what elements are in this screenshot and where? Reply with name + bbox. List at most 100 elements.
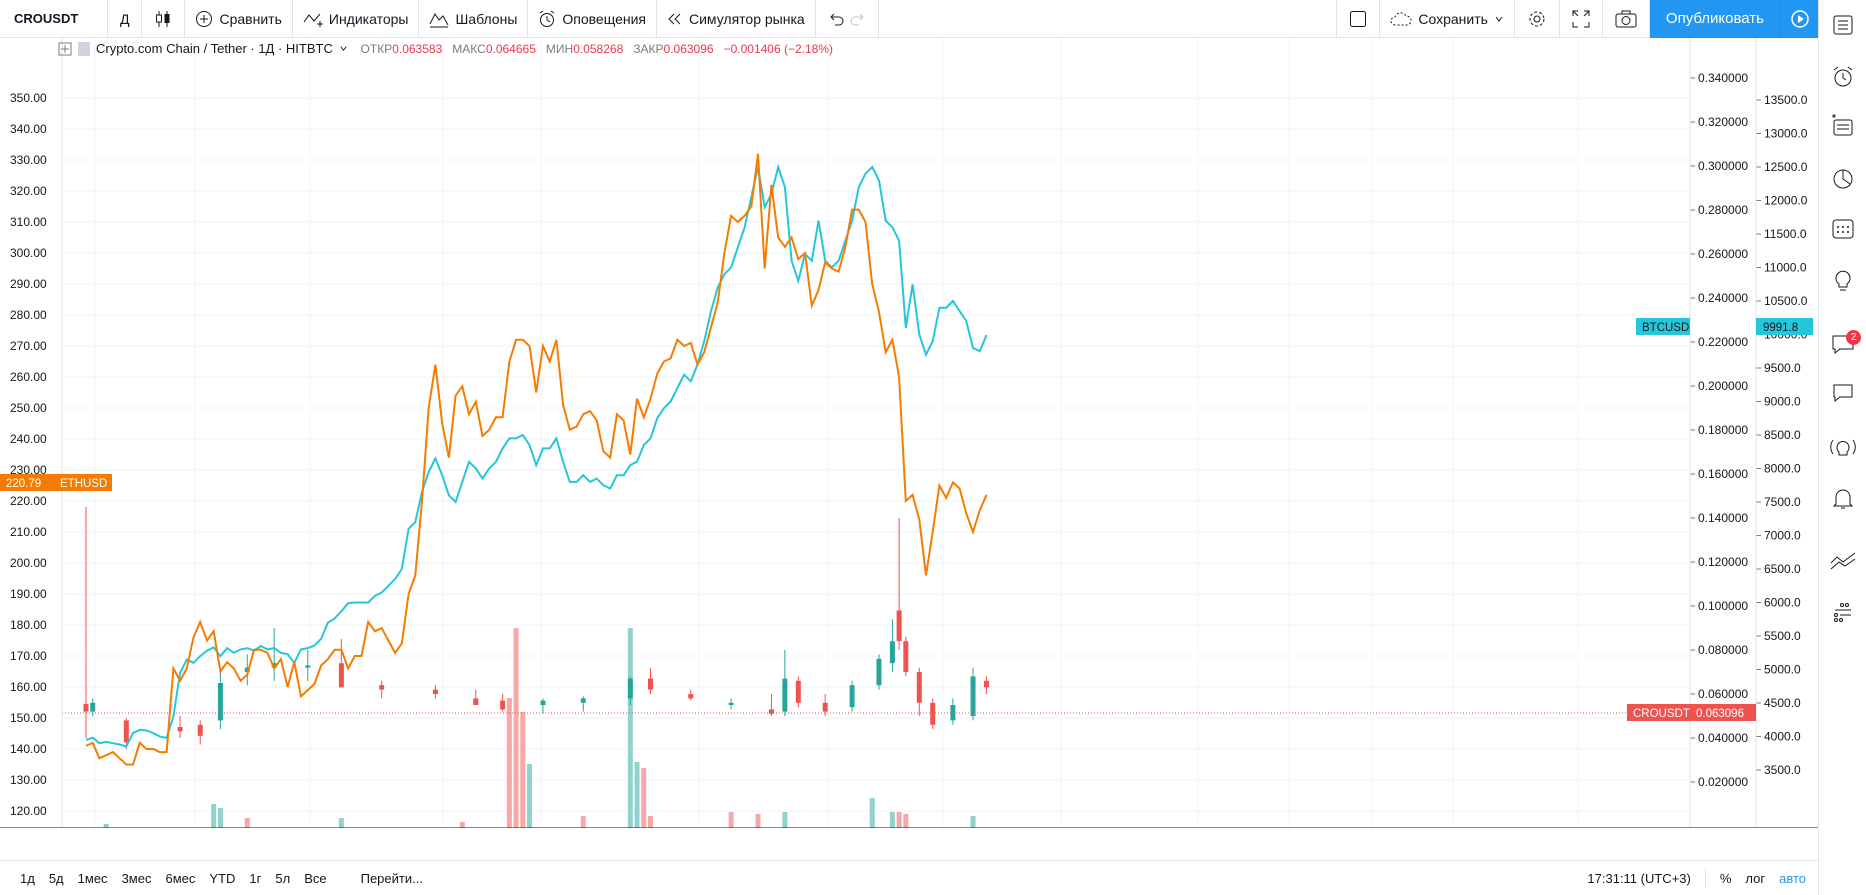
- streams-button[interactable]: [1819, 427, 1866, 467]
- right-axis-1-tick: 0.060000: [1698, 687, 1748, 701]
- left-axis-tick: 250.00: [10, 401, 47, 415]
- hotlist-button[interactable]: [1819, 158, 1866, 198]
- high-label: МАКС: [452, 41, 486, 56]
- undo-icon[interactable]: [828, 12, 844, 26]
- right-axis-1-tick: 0.300000: [1698, 159, 1748, 173]
- right-axis-1-tick: 0.140000: [1698, 511, 1748, 525]
- compare-button[interactable]: Сравнить: [185, 0, 293, 38]
- volume-bar: [527, 764, 533, 828]
- notifications-button[interactable]: [1819, 478, 1866, 518]
- calendar-button[interactable]: [1819, 208, 1866, 248]
- left-axis-tick: 140.00: [10, 742, 47, 756]
- right-axis-2-tick: 12500.0: [1764, 160, 1808, 174]
- range-button[interactable]: 5л: [275, 870, 291, 886]
- percent-toggle[interactable]: %: [1719, 870, 1732, 886]
- plus-circle-icon: [196, 10, 213, 27]
- indicators-button[interactable]: Индикаторы: [293, 0, 420, 38]
- ideas-button[interactable]: [1819, 260, 1866, 300]
- candle-body: [271, 663, 277, 668]
- candle-body: [90, 702, 96, 712]
- auto-toggle[interactable]: авто: [1779, 870, 1806, 886]
- rewind-icon: [668, 13, 681, 24]
- bottom-right: 17:31:11 (UTC+3) % лог авто: [1587, 868, 1818, 888]
- chart-canvas[interactable]: 350.00 340.00 330.00 320.00 310.00 300.00 290.…: [0, 38, 1818, 851]
- range-button[interactable]: 6мес: [165, 870, 196, 886]
- alerts-button[interactable]: Оповещения: [528, 0, 657, 38]
- left-axis-tick: 340.00: [10, 122, 47, 136]
- candle-body: [197, 724, 203, 736]
- left-axis-tick: 150.00: [10, 711, 47, 725]
- right-axis-2-tick: 11500.0: [1764, 227, 1807, 241]
- candle-body: [473, 698, 479, 705]
- candle-body: [540, 700, 546, 705]
- alerts-sidebar-button[interactable]: [1819, 57, 1866, 97]
- range-button[interactable]: 1мес: [77, 870, 108, 886]
- right-axis-2-tick: 7500.0: [1764, 495, 1801, 509]
- eth-series-line: [85, 153, 988, 766]
- divider: [1704, 868, 1706, 888]
- range-buttons: 1д 5д 1мес 3мес 6мес YTD 1г 5л Все: [0, 871, 334, 886]
- publish-play-button[interactable]: [1780, 0, 1818, 38]
- volume-bar: [513, 628, 519, 828]
- fullscreen-button[interactable]: [1560, 0, 1603, 38]
- volume-bar: [338, 818, 344, 828]
- save-button[interactable]: Сохранить: [1380, 0, 1515, 38]
- publish-button[interactable]: Опубликовать: [1649, 0, 1780, 38]
- chart-area[interactable]: 350.00 340.00 330.00 320.00 310.00 300.00 290.…: [0, 38, 1818, 851]
- templates-button[interactable]: Шаблоны: [419, 0, 529, 38]
- legend-symbol-name[interactable]: Crypto.com Chain / Tether · 1Д · HITBTC: [96, 41, 333, 56]
- goto-date-button[interactable]: Перейти...: [360, 870, 423, 886]
- watchlist-button[interactable]: [1819, 5, 1866, 45]
- range-button[interactable]: 1д: [20, 870, 35, 886]
- order-panel-button[interactable]: [1819, 541, 1866, 581]
- messages-button[interactable]: [1819, 374, 1866, 414]
- chats-button[interactable]: 2: [1819, 324, 1866, 364]
- symbol-search-button[interactable]: CROUSDT: [0, 0, 108, 38]
- candle-body: [970, 676, 976, 716]
- range-button[interactable]: Все: [304, 870, 327, 886]
- right-axis-1-tick: 0.200000: [1698, 379, 1748, 393]
- left-axis-tick: 240.00: [10, 432, 47, 446]
- right-axis-2-tick: 4000.0: [1764, 730, 1801, 744]
- interval-button[interactable]: Д: [108, 0, 143, 38]
- toolbar-right: Сохранить Опубликовать: [1336, 0, 1818, 38]
- chevron-down-icon[interactable]: [339, 44, 348, 53]
- right-axis-2-tick: 4500.0: [1764, 696, 1801, 710]
- volume-bar: [580, 816, 586, 828]
- candle-body: [795, 680, 801, 703]
- range-button[interactable]: 3мес: [121, 870, 152, 886]
- range-button[interactable]: 5д: [48, 870, 64, 886]
- range-button[interactable]: 1г: [249, 870, 262, 886]
- right-axis-2-tick: 13000.0: [1764, 127, 1808, 141]
- low-value: 0.058268: [573, 41, 624, 56]
- right-axis-2-tick: 9000.0: [1764, 395, 1801, 409]
- save-label: Сохранить: [1418, 10, 1488, 27]
- watchlist-icon: [1833, 15, 1853, 35]
- redo-icon[interactable]: [850, 12, 866, 26]
- left-axis-tick: 130.00: [10, 773, 47, 787]
- data-window-icon: [1832, 114, 1853, 136]
- chart-legend: Crypto.com Chain / Tether · 1Д · HITBTC …: [58, 41, 833, 56]
- right-axis-1-tick: 0.260000: [1698, 247, 1748, 261]
- data-window-button[interactable]: [1819, 106, 1866, 146]
- range-button[interactable]: YTD: [209, 870, 236, 886]
- screenshot-button[interactable]: [1603, 0, 1650, 38]
- layout-button[interactable]: [1336, 0, 1381, 38]
- expand-legend-icon[interactable]: [58, 42, 72, 56]
- candle-body: [244, 667, 250, 672]
- left-axis-tick: 280.00: [10, 308, 47, 322]
- settings-button[interactable]: [1515, 0, 1560, 38]
- replay-button[interactable]: Симулятор рынка: [657, 0, 816, 38]
- left-axis-tick: 270.00: [10, 339, 47, 353]
- log-toggle[interactable]: лог: [1745, 870, 1766, 886]
- left-axis-tick: 180.00: [10, 618, 47, 632]
- right-axis-2-tick: 6000.0: [1764, 596, 1801, 610]
- volume-bar: [211, 804, 217, 828]
- close-value: 0.063096: [663, 41, 714, 56]
- chart-style-button[interactable]: [142, 0, 186, 38]
- btc-last-value: 9991.8: [1763, 322, 1798, 334]
- clock[interactable]: 17:31:11 (UTC+3): [1587, 870, 1691, 886]
- dom-button[interactable]: [1819, 594, 1866, 634]
- right-axis-2-tick: 10500.0: [1764, 294, 1808, 308]
- alerts-label: Оповещения: [562, 10, 646, 27]
